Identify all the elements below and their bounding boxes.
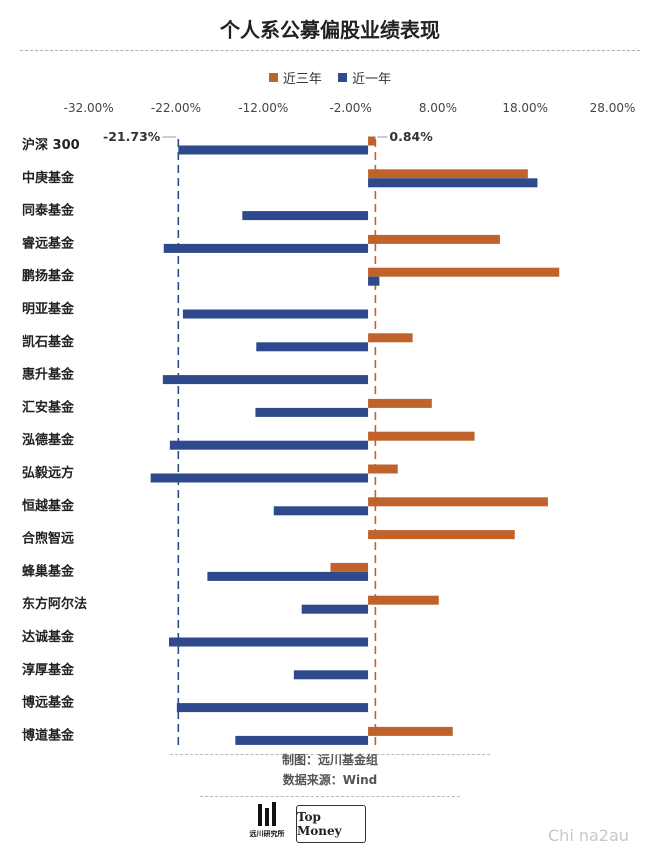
reference-lines: -21.73% 0.84% (103, 129, 433, 750)
bar-three-year (368, 398, 432, 408)
legend-swatch-one-year (338, 73, 348, 82)
category-label: 汇安基金 (22, 399, 75, 415)
bar-one-year (162, 375, 369, 385)
top-money-logo-text: Top Money (297, 810, 342, 838)
bars (150, 136, 560, 745)
category-label: 博道基金 (22, 727, 75, 743)
x-tick-label: -32.00% (64, 101, 114, 115)
category-label: 睿远基金 (22, 235, 75, 251)
category-label: 蜂巢基金 (22, 563, 75, 579)
x-tick-label: 18.00% (502, 101, 548, 115)
bar-one-year (207, 571, 369, 581)
chart-credit: 制图：远川基金组 (281, 753, 378, 767)
x-axis-ticks: -32.00% -22.00% -12.00% -2.00% 8.00% 18.00% 28… (64, 101, 636, 115)
x-tick-label: 28.00% (590, 101, 636, 115)
footer-divider-top (170, 754, 490, 755)
legend-item-one-year: 近一年 (338, 68, 391, 87)
category-label: 凯石基金 (22, 334, 75, 350)
yuanchuan-logo: 远川研究所 (244, 802, 290, 844)
legend-swatch-three-year (268, 73, 278, 82)
category-label: 中庚基金 (22, 170, 75, 186)
bar-three-year (368, 431, 475, 441)
bar-one-year (368, 276, 380, 286)
reference-label-three-year: 0.84% (389, 129, 433, 144)
legend-item-three-year: 近三年 (268, 68, 322, 87)
bar-one-year (368, 178, 538, 188)
watermark: Chi na2au (548, 826, 629, 845)
bar-one-year (169, 440, 369, 450)
bar-one-year (182, 309, 369, 319)
bar-one-year (163, 243, 369, 253)
reference-label-one-year: -21.73% (103, 129, 161, 144)
category-label: 弘毅远方 (22, 465, 74, 481)
bar-one-year (150, 473, 369, 483)
title-divider (20, 50, 640, 51)
category-label: 达诚基金 (22, 629, 75, 645)
bar-one-year (235, 735, 369, 745)
category-label: 东方阿尔法 (22, 596, 87, 612)
category-label: 沪深 300 (22, 137, 80, 153)
bar-three-year (368, 464, 398, 474)
x-tick-label: 8.00% (419, 101, 457, 115)
bar-three-year (368, 726, 453, 736)
bar-three-year (368, 595, 439, 605)
bar-three-year (368, 333, 413, 343)
bar-one-year (176, 703, 369, 713)
logo-bars-icon (244, 802, 290, 826)
bar-three-year (368, 267, 560, 277)
category-label: 泓德基金 (22, 432, 75, 448)
category-label: 同泰基金 (22, 203, 75, 219)
bar-one-year (273, 506, 369, 516)
category-label: 淳厚基金 (22, 662, 75, 678)
legend-label-one-year: 近一年 (352, 72, 392, 87)
bar-one-year (178, 145, 369, 155)
category-label: 博远基金 (22, 695, 75, 711)
chart-title: 个人系公募偏股业绩表现 (220, 18, 440, 42)
x-tick-label: -12.00% (238, 101, 288, 115)
chart-plot-area: -32.00% -22.00% -12.00% -2.00% 8.00% 18.00% 28… (22, 101, 636, 750)
top-money-logo: Top Money (296, 805, 366, 843)
category-label: 惠升基金 (22, 367, 75, 383)
data-source: 数据来源：Wind (282, 773, 378, 787)
bar-three-year (368, 497, 548, 507)
bar-three-year (368, 530, 515, 540)
category-labels: 沪深 300 中庚基金同泰基金睿远基金鹏扬基金明亚基金凯石基金惠升基金汇安基金泓德… (22, 137, 87, 743)
legend: 近三年 近一年 (0, 68, 660, 87)
x-tick-label: -2.00% (329, 101, 371, 115)
bar-three-year (330, 562, 369, 572)
bar-one-year (255, 407, 369, 417)
bar-one-year (168, 637, 369, 647)
category-label: 恒越基金 (22, 498, 75, 514)
legend-label-three-year: 近三年 (282, 72, 322, 87)
footer-divider-bottom (200, 796, 460, 797)
yuanchuan-logo-text: 远川研究所 (249, 830, 285, 838)
bar-one-year (256, 342, 369, 352)
bar-one-year (242, 211, 369, 221)
category-label: 明亚基金 (22, 301, 75, 317)
bar-three-year (368, 136, 376, 146)
category-label: 鹏扬基金 (22, 268, 75, 284)
x-tick-label: -22.00% (151, 101, 201, 115)
bar-one-year (293, 670, 369, 680)
bar-three-year (368, 234, 500, 244)
category-label: 合煦智远 (22, 531, 74, 547)
bar-three-year (368, 169, 528, 179)
bar-one-year (301, 604, 369, 614)
